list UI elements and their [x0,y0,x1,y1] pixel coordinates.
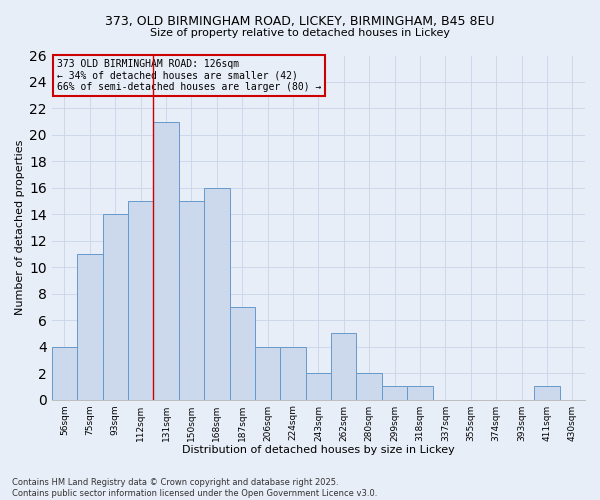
Bar [154,122,179,400]
Bar [52,346,77,400]
Bar [534,386,560,400]
Bar [77,254,103,400]
X-axis label: Distribution of detached houses by size in Lickey: Distribution of detached houses by size … [182,445,455,455]
Bar [382,386,407,400]
Bar [305,373,331,400]
Text: Contains HM Land Registry data © Crown copyright and database right 2025.
Contai: Contains HM Land Registry data © Crown c… [12,478,377,498]
Text: 373, OLD BIRMINGHAM ROAD, LICKEY, BIRMINGHAM, B45 8EU: 373, OLD BIRMINGHAM ROAD, LICKEY, BIRMIN… [105,15,495,28]
Bar [230,307,255,400]
Bar [204,188,230,400]
Text: 373 OLD BIRMINGHAM ROAD: 126sqm
← 34% of detached houses are smaller (42)
66% of: 373 OLD BIRMINGHAM ROAD: 126sqm ← 34% of… [57,59,322,92]
Bar [407,386,433,400]
Bar [103,214,128,400]
Bar [128,201,154,400]
Bar [356,373,382,400]
Bar [280,346,305,400]
Y-axis label: Number of detached properties: Number of detached properties [15,140,25,315]
Bar [179,201,204,400]
Text: Size of property relative to detached houses in Lickey: Size of property relative to detached ho… [150,28,450,38]
Bar [255,346,280,400]
Bar [331,334,356,400]
